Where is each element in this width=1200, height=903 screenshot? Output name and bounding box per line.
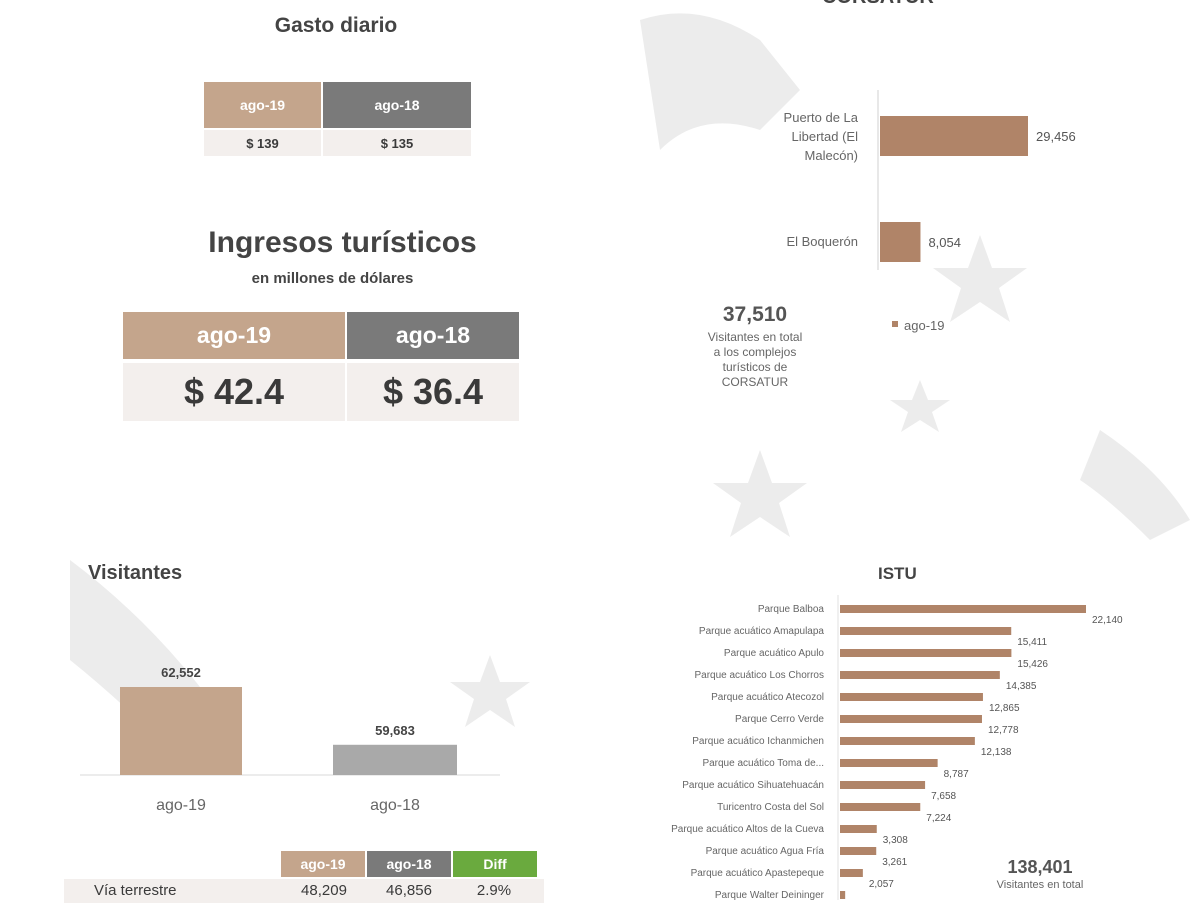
istu-bar bbox=[840, 781, 926, 789]
istu-data-label: 15,411 bbox=[1017, 637, 1047, 648]
gasto-diario-value-ago18: $ 135 bbox=[323, 130, 471, 156]
istu-category-label: Parque acuático Altos de la Cueva bbox=[671, 824, 824, 835]
istu-category-label: Parque acuático Amapulapa bbox=[699, 626, 825, 637]
istu-category-label: Parque acuático Ichanmichen bbox=[692, 736, 824, 747]
corsatur-caption-line: turísticos de bbox=[722, 360, 788, 374]
corsatur-category-label: Puerto de La bbox=[784, 110, 859, 125]
row-ago18: 46,856 bbox=[386, 882, 432, 899]
istu-total-caption: Visitantes en total bbox=[996, 879, 1084, 891]
istu-bar bbox=[840, 715, 982, 723]
istu-data-label: 3,261 bbox=[882, 857, 907, 868]
istu-category-label: Parque acuático Toma de... bbox=[702, 758, 824, 769]
corsatur-bar bbox=[880, 116, 1028, 156]
istu-bar bbox=[840, 737, 975, 745]
visitantes-header-diff: Diff bbox=[453, 851, 537, 877]
istu-bar bbox=[840, 627, 1012, 635]
istu-category-label: Parque acuático Agua Fría bbox=[706, 846, 825, 857]
visitantes-category-label: ago-19 bbox=[156, 797, 206, 814]
istu-bar bbox=[840, 671, 1000, 679]
istu-data-label: 12,865 bbox=[989, 703, 1020, 714]
istu-bar bbox=[840, 825, 877, 833]
istu-category-label: Parque Cerro Verde bbox=[735, 714, 824, 725]
corsatur-category-label: Malecón) bbox=[805, 148, 858, 163]
visitantes-category-label: ago-18 bbox=[370, 797, 420, 814]
visitantes-data-label: 62,552 bbox=[161, 665, 201, 680]
corsatur-total-caption: Visitantes en total a los complejos turí… bbox=[690, 330, 820, 390]
corsatur-caption-line: CORSATUR bbox=[721, 375, 789, 389]
istu-bar bbox=[840, 693, 983, 701]
istu-chart: 22,140 Parque Balboa 15,411 Parque acuático… bbox=[671, 595, 1123, 900]
ingresos-title: Ingresos turísticos bbox=[208, 226, 477, 259]
istu-category-label: Turicentro Costa del Sol bbox=[717, 802, 824, 813]
corsatur-category-label: Libertad (El bbox=[792, 129, 859, 144]
istu-data-label: 14,385 bbox=[1006, 681, 1037, 692]
istu-bar bbox=[840, 803, 921, 811]
istu-bar bbox=[840, 649, 1012, 657]
gasto-diario-value-ago19: $ 139 bbox=[204, 130, 321, 156]
istu-title: ISTU bbox=[878, 564, 917, 583]
ingresos-value-ago18: $ 36.4 bbox=[347, 363, 519, 421]
istu-data-label: 8,787 bbox=[944, 769, 969, 780]
visitantes-data-label: 59,683 bbox=[375, 723, 415, 738]
istu-category-label: Parque acuático Apulo bbox=[724, 648, 825, 659]
istu-data-label: 12,778 bbox=[988, 725, 1019, 736]
row-ago19: 48,209 bbox=[301, 882, 347, 899]
corsatur-chart: 29,456 Puerto de La Libertad (El Malecón) 8,… bbox=[784, 90, 1076, 333]
istu-data-label: 12,138 bbox=[981, 747, 1012, 758]
corsatur-data-label: 8,054 bbox=[928, 235, 961, 250]
istu-category-label: Parque acuático Los Chorros bbox=[694, 670, 824, 681]
corsatur-total: 37,510 bbox=[722, 303, 788, 326]
istu-category-label: Parque acuático Sihuatehuacán bbox=[682, 780, 824, 791]
istu-category-label: Parque Walter Deininger bbox=[715, 890, 825, 900]
corsatur-title-partial: CORSATUR bbox=[822, 0, 962, 9]
visitantes-table-row: Vía terrestre 48,209 46,856 2.9% bbox=[64, 879, 544, 903]
istu-data-label: 7,224 bbox=[926, 813, 951, 824]
gasto-diario-title: Gasto diario bbox=[274, 14, 398, 37]
corsatur-data-label: 29,456 bbox=[1036, 129, 1076, 144]
ingresos-col-ago18: ago-18 bbox=[347, 312, 519, 359]
istu-data-label: 15,426 bbox=[1017, 659, 1048, 670]
visitantes-bar bbox=[120, 687, 242, 775]
istu-bar bbox=[840, 869, 863, 877]
corsatur-caption-line: Visitantes en total bbox=[707, 330, 803, 344]
gasto-diario-col-ago18: ago-18 bbox=[323, 82, 471, 128]
ingresos-col-ago19: ago-19 bbox=[123, 312, 345, 359]
istu-data-label: 7,658 bbox=[931, 791, 956, 802]
istu-total: 138,401 bbox=[1007, 857, 1073, 877]
istu-data-label: 22,140 bbox=[1092, 615, 1123, 626]
visitantes-header-ago18: ago-18 bbox=[367, 851, 451, 877]
istu-bar bbox=[840, 891, 846, 899]
corsatur-legend-label: ago-19 bbox=[904, 318, 944, 333]
corsatur-category-label: El Boquerón bbox=[786, 234, 858, 249]
visitantes-bar bbox=[333, 744, 457, 775]
istu-category-label: Parque Balboa bbox=[758, 604, 825, 615]
istu-bar bbox=[840, 759, 938, 767]
corsatur-legend-swatch bbox=[892, 321, 898, 327]
istu-bar bbox=[840, 605, 1086, 613]
istu-bar bbox=[840, 847, 877, 855]
corsatur-caption-line: a los complejos bbox=[713, 345, 797, 359]
istu-category-label: Parque acuático Apastepeque bbox=[691, 868, 825, 879]
row-label: Vía terrestre bbox=[94, 882, 177, 899]
visitantes-title: Visitantes bbox=[88, 562, 183, 584]
visitantes-chart: 62,552 ago-19 59,683 ago-18 bbox=[80, 665, 500, 814]
row-diff: 2.9% bbox=[476, 882, 512, 899]
istu-data-label: 3,308 bbox=[883, 835, 908, 846]
istu-category-label: Parque acuático Atecozol bbox=[711, 692, 824, 703]
corsatur-bar bbox=[880, 222, 921, 262]
visitantes-header-ago19: ago-19 bbox=[281, 851, 365, 877]
ingresos-value-ago19: $ 42.4 bbox=[123, 363, 345, 421]
istu-data-label: 2,057 bbox=[869, 879, 894, 890]
ingresos-subtitle: en millones de dólares bbox=[251, 270, 414, 287]
gasto-diario-col-ago19: ago-19 bbox=[204, 82, 321, 128]
